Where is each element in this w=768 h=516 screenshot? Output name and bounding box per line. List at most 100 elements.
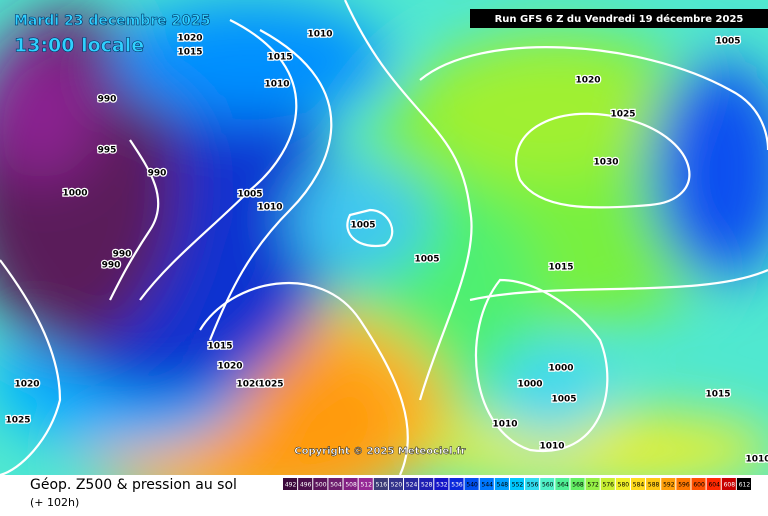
- colorbar-label: 560: [542, 482, 554, 489]
- isobar-line: [199, 282, 409, 476]
- isobar-label: 1010: [307, 30, 332, 40]
- isobar-label: 1015: [548, 263, 573, 273]
- isobar-label: 1000: [517, 380, 542, 390]
- isobar-label: 1015: [705, 390, 730, 400]
- colorbar-label: 564: [557, 482, 569, 489]
- colorbar-swatch: [646, 478, 661, 490]
- colorbar-swatch: [283, 478, 298, 490]
- run-banner: [470, 9, 768, 28]
- isobar-label: 990: [98, 95, 117, 105]
- isobar-label: 1020: [177, 34, 202, 44]
- colorbar-label: 552: [512, 482, 524, 489]
- colorbar-label: 604: [708, 482, 720, 489]
- colorbar-label: 608: [724, 482, 736, 489]
- colorbar-swatch: [721, 478, 736, 490]
- colorbar-label: 508: [345, 482, 357, 489]
- isobar-label: 990: [113, 250, 132, 260]
- colorbar-swatch: [615, 478, 630, 490]
- colorbar-label: 524: [406, 482, 418, 489]
- colorbar-swatch: [509, 478, 525, 490]
- colorbar-label: 600: [693, 482, 705, 489]
- isobar-line: [469, 268, 768, 302]
- colorbar-label: 556: [527, 482, 539, 489]
- colorbar-swatch: [736, 478, 751, 490]
- isobar-label: 1020: [236, 380, 261, 390]
- colorbar-swatch: [676, 478, 691, 490]
- footer-subtitle: (+ 102h): [30, 496, 79, 509]
- colorbar-swatch: [343, 478, 358, 490]
- colorbar-swatch: [691, 478, 706, 490]
- isobar-label: 1015: [207, 342, 232, 352]
- colorbar-label: 592: [663, 482, 675, 489]
- isobar-line: [109, 139, 160, 301]
- colorbar-swatch: [479, 478, 494, 490]
- colorbar-label: 516: [376, 482, 388, 489]
- isobar-label: 1005: [237, 190, 262, 200]
- isobar-label: 1005: [350, 221, 375, 231]
- isobar-label: 990: [102, 261, 121, 271]
- isobars: [0, 0, 768, 477]
- colorbar-swatch: [600, 478, 615, 490]
- isobar-label: 1020: [14, 380, 39, 390]
- colorbar-swatch: [328, 478, 343, 490]
- isobar-line: [474, 278, 609, 453]
- isobar-label: 1000: [548, 364, 573, 374]
- isobar-label: 1030: [593, 158, 618, 168]
- colorbar-swatch: [555, 478, 570, 490]
- forecast-date: Mardi 23 decembre 2025: [14, 13, 211, 29]
- colorbar-label: 568: [572, 482, 584, 489]
- colorbar-swatch: [434, 478, 449, 490]
- colorbar-swatch: [388, 478, 404, 490]
- colorbar-swatch: [313, 478, 328, 490]
- colorbar-swatch: [494, 478, 509, 490]
- isobar-label: 1015: [267, 53, 292, 63]
- colorbar-swatch: [525, 478, 540, 490]
- isobar-label: 1020: [575, 76, 600, 86]
- isobar-line: [0, 259, 62, 477]
- isobar-label: 995: [98, 146, 117, 156]
- colorbar-label: 612: [739, 482, 751, 489]
- colorbar-swatch: [706, 478, 721, 490]
- isobar-label: 1015: [177, 48, 202, 58]
- isobar-label: 990: [148, 169, 167, 179]
- colorbar-swatch: [630, 478, 646, 490]
- colorbar-label: 500: [315, 482, 327, 489]
- colorbar-swatch: [661, 478, 676, 490]
- isobar-line: [346, 208, 394, 248]
- isobar-label: 1020: [217, 362, 242, 372]
- isobar-line: [208, 29, 333, 341]
- colorbar-swatch: [570, 478, 585, 490]
- run-info: Run GFS 6 Z du Vendredi 19 décembre 2025: [495, 13, 744, 25]
- colorbar-label: 492: [285, 482, 297, 489]
- footer-title: Géop. Z500 & pression au sol: [30, 477, 237, 493]
- colorbar-swatch: [419, 478, 434, 490]
- forecast-time: 13:00 locale: [14, 35, 144, 57]
- colorbar-swatch: [540, 478, 555, 490]
- isobar-line: [139, 19, 298, 301]
- colorbar-label: 520: [391, 482, 403, 489]
- colorbar-swatch: [358, 478, 373, 490]
- isobar-label: 1005: [414, 255, 439, 265]
- colorbar-label: 528: [421, 482, 433, 489]
- isobar-label: 1025: [5, 416, 30, 426]
- copyright: Copyright © 2025 Meteociel.fr: [294, 446, 465, 457]
- colorbar-swatch: [585, 478, 600, 490]
- isobar-label: 1005: [715, 37, 740, 47]
- colorbar-label: 504: [330, 482, 342, 489]
- colorbar-label: 532: [436, 482, 448, 489]
- isobar-label: 1010: [745, 455, 768, 465]
- colorbar-label: 580: [618, 482, 630, 489]
- isobar-label: 1010: [264, 80, 289, 90]
- isobar-label: 1005: [551, 395, 576, 405]
- isobar-line: [419, 46, 768, 150]
- colorbar-label: 496: [300, 482, 312, 489]
- colorbar-label: 512: [360, 482, 372, 489]
- isobar-line: [515, 112, 691, 209]
- colorbar-label: 572: [587, 482, 599, 489]
- colorbar-label: 596: [678, 482, 690, 489]
- colorbar-label: 576: [603, 482, 615, 489]
- colorbar-swatch: [404, 478, 419, 490]
- isobar-line: [344, 0, 473, 401]
